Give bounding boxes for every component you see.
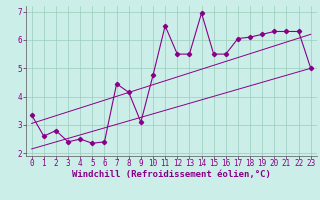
X-axis label: Windchill (Refroidissement éolien,°C): Windchill (Refroidissement éolien,°C) bbox=[72, 170, 271, 179]
